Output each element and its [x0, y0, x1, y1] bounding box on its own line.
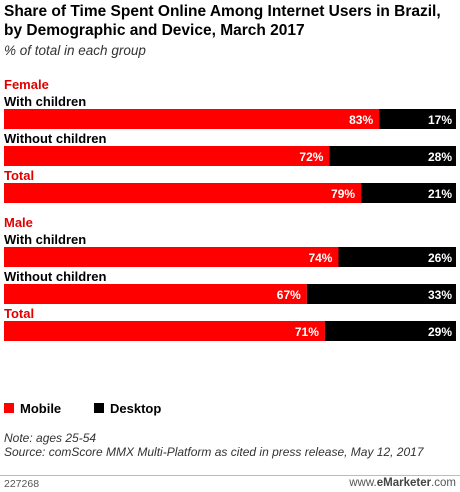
row-label: Without children: [4, 269, 106, 284]
data-label-desktop: 29%: [428, 325, 452, 339]
row-label: With children: [4, 232, 86, 247]
brand-prefix: www.: [349, 477, 377, 489]
row-label: Without children: [4, 131, 106, 146]
data-label-desktop: 28%: [428, 150, 452, 164]
data-label-mobile: 79%: [331, 187, 355, 201]
data-label-mobile: 74%: [308, 251, 332, 265]
chart-title: Share of Time Spent Online Among Interne…: [4, 3, 441, 39]
data-label-desktop: 21%: [428, 187, 452, 201]
data-label-mobile: 72%: [299, 150, 323, 164]
bar-desktop: [324, 321, 456, 341]
chart-subtitle: % of total in each group: [4, 43, 146, 58]
bar-desktop: [338, 247, 456, 267]
bar-mobile: [4, 247, 339, 267]
bar-desktop: [329, 146, 456, 166]
row-label: Total: [4, 168, 34, 183]
footer-divider: [0, 475, 460, 476]
bar-mobile: [4, 109, 380, 129]
group-label-male: Male: [4, 215, 33, 230]
bar-desktop: [306, 284, 456, 304]
row-label: With children: [4, 94, 86, 109]
bar-desktop: [361, 183, 456, 203]
brand-suffix: .com: [431, 477, 456, 489]
note-text: Note: ages 25-54: [4, 431, 97, 445]
chart-id: 227268: [4, 478, 40, 490]
data-label-mobile: 71%: [295, 325, 319, 339]
data-label-desktop: 17%: [428, 113, 452, 127]
bar-desktop: [379, 109, 456, 129]
legend-swatch-mobile: [4, 403, 14, 413]
data-label-mobile: 67%: [277, 288, 301, 302]
brand-name: eMarketer: [376, 477, 432, 489]
legend-label-mobile: Mobile: [20, 401, 61, 416]
bar-mobile: [4, 146, 330, 166]
source-text: Source: comScore MMX Multi-Platform as c…: [4, 445, 424, 459]
bar-mobile: [4, 284, 307, 304]
bar-mobile: [4, 183, 362, 203]
legend-swatch-desktop: [94, 403, 104, 413]
data-label-desktop: 26%: [428, 251, 452, 265]
brand-link[interactable]: www.eMarketer.com: [349, 477, 456, 489]
stacked-bar-chart: Female With children 83% 17% Without childre…: [4, 77, 456, 416]
data-label-desktop: 33%: [428, 288, 452, 302]
legend-label-desktop: Desktop: [110, 401, 161, 416]
bar-mobile: [4, 321, 325, 341]
row-label: Total: [4, 306, 34, 321]
data-label-mobile: 83%: [349, 113, 373, 127]
group-label-female: Female: [4, 77, 49, 92]
chart-notes: Note: ages 25-54 Source: comScore MMX Mu…: [4, 431, 456, 459]
